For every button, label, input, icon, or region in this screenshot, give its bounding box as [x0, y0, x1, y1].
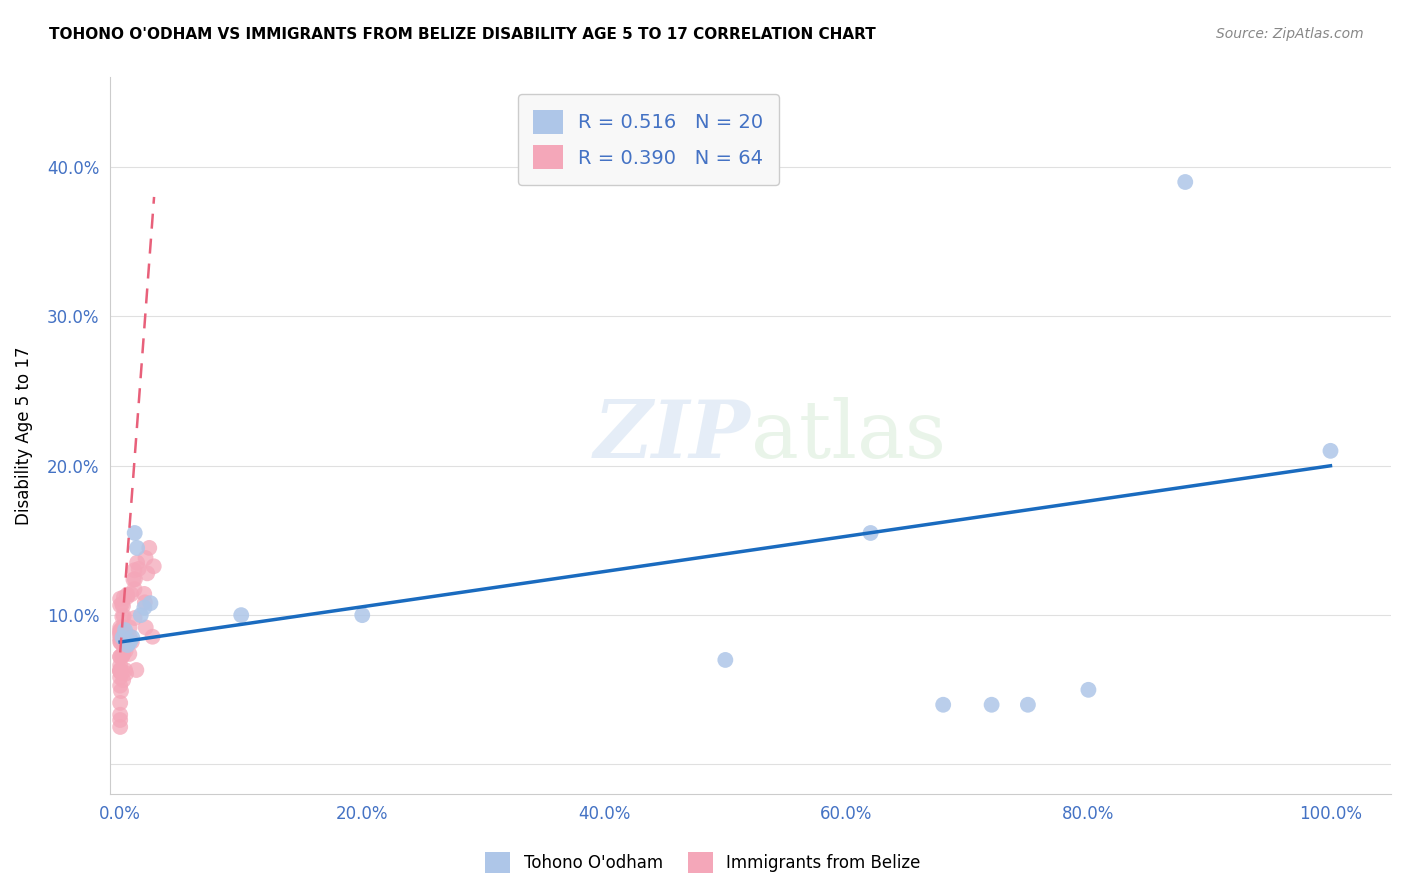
Text: atlas: atlas — [751, 397, 946, 475]
Point — [111, 649, 134, 664]
Point — [114, 628, 136, 642]
Point — [127, 556, 149, 570]
Point — [108, 635, 131, 649]
Point — [352, 608, 374, 623]
Point — [111, 597, 134, 611]
Point — [108, 679, 131, 693]
Point — [108, 664, 131, 678]
Point — [127, 541, 149, 555]
Point — [125, 663, 148, 677]
Point — [111, 609, 134, 624]
Point — [111, 599, 134, 613]
Point — [117, 638, 139, 652]
Text: ZIP: ZIP — [593, 397, 751, 475]
Point — [1319, 443, 1341, 458]
Point — [110, 665, 132, 680]
Point — [124, 582, 146, 597]
Legend: R = 0.516   N = 20, R = 0.390   N = 64: R = 0.516 N = 20, R = 0.390 N = 64 — [517, 95, 779, 185]
Point — [112, 641, 135, 656]
Point — [108, 720, 131, 734]
Point — [108, 658, 131, 673]
Point — [124, 611, 146, 625]
Point — [114, 644, 136, 658]
Point — [1077, 682, 1099, 697]
Point — [859, 526, 882, 541]
Point — [112, 609, 135, 624]
Point — [108, 626, 131, 640]
Point — [112, 591, 135, 605]
Point — [108, 670, 131, 684]
Point — [108, 649, 131, 664]
Point — [114, 663, 136, 677]
Point — [134, 600, 156, 615]
Point — [135, 620, 157, 634]
Point — [108, 591, 131, 606]
Point — [108, 599, 131, 613]
Point — [142, 559, 165, 574]
Point — [108, 628, 131, 642]
Point — [1174, 175, 1197, 189]
Point — [111, 620, 134, 634]
Point — [932, 698, 955, 712]
Point — [115, 590, 138, 604]
Point — [108, 663, 131, 677]
Point — [118, 635, 141, 649]
Point — [121, 635, 143, 649]
Text: Source: ZipAtlas.com: Source: ZipAtlas.com — [1216, 27, 1364, 41]
Point — [108, 632, 131, 646]
Point — [112, 647, 135, 661]
Point — [108, 621, 131, 635]
Point — [108, 665, 131, 679]
Point — [139, 596, 162, 610]
Point — [115, 633, 138, 648]
Point — [108, 624, 131, 638]
Point — [124, 572, 146, 586]
Point — [138, 541, 160, 555]
Point — [1017, 698, 1039, 712]
Point — [117, 588, 139, 602]
Point — [231, 608, 253, 623]
Y-axis label: Disability Age 5 to 17: Disability Age 5 to 17 — [15, 347, 32, 525]
Legend: Tohono O'odham, Immigrants from Belize: Tohono O'odham, Immigrants from Belize — [479, 846, 927, 880]
Point — [124, 526, 146, 541]
Point — [135, 551, 157, 566]
Point — [121, 631, 143, 645]
Point — [118, 647, 141, 661]
Point — [111, 648, 134, 663]
Point — [108, 649, 131, 664]
Point — [111, 631, 134, 645]
Point — [122, 573, 145, 587]
Point — [128, 562, 150, 576]
Point — [108, 713, 131, 727]
Point — [108, 624, 131, 639]
Point — [118, 620, 141, 634]
Point — [108, 696, 131, 710]
Point — [112, 673, 135, 688]
Point — [129, 608, 152, 623]
Point — [108, 707, 131, 722]
Point — [134, 587, 156, 601]
Point — [110, 636, 132, 650]
Point — [124, 563, 146, 577]
Point — [120, 587, 142, 601]
Point — [142, 630, 165, 644]
Point — [114, 623, 136, 637]
Point — [714, 653, 737, 667]
Point — [118, 629, 141, 643]
Point — [108, 665, 131, 679]
Point — [980, 698, 1002, 712]
Point — [136, 566, 159, 581]
Point — [134, 595, 156, 609]
Point — [110, 684, 132, 698]
Point — [115, 666, 138, 681]
Text: TOHONO O'ODHAM VS IMMIGRANTS FROM BELIZE DISABILITY AGE 5 TO 17 CORRELATION CHAR: TOHONO O'ODHAM VS IMMIGRANTS FROM BELIZE… — [49, 27, 876, 42]
